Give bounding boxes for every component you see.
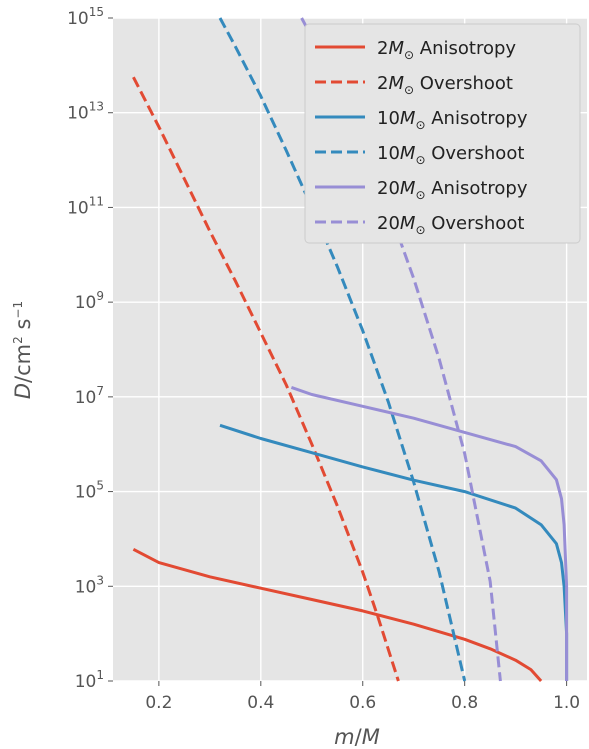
legend-label-M: M [400,143,416,164]
legend-label-mass: 2 [377,73,388,94]
legend-label-kind: Anisotropy [426,178,528,199]
series-line-3 [218,17,467,682]
y-tick-label-exponent: 15 [89,5,104,19]
y-axis-label-unit: /cm [11,344,35,383]
y-axis-label-exp2: 2 [11,336,25,344]
legend-label-4: 20M⊙ Anisotropy [377,178,528,202]
y-axis-label-exp-neg1: −1 [11,301,25,319]
y-tick-label-base: 10 [75,388,97,408]
legend-label-kind: Overshoot [414,73,513,94]
legend-label-kind: Anisotropy [414,38,516,59]
y-tick-label-base: 10 [75,577,97,597]
y-tick-label-base: 10 [67,9,89,29]
y-tick-label-exponent: 7 [96,384,104,398]
legend-label-1: 2M⊙ Overshoot [377,73,513,97]
x-axis-label-m: m [334,725,354,749]
x-tick-label: 0.2 [145,693,172,713]
legend-label-sun-symbol: ⊙ [415,118,425,132]
x-axis-label-slash: / [355,725,363,749]
legend-label-0: 2M⊙ Anisotropy [377,38,516,62]
legend-label-sun-symbol: ⊙ [404,83,414,97]
y-tick-label-exponent: 9 [96,289,104,303]
legend-label-M: M [388,38,404,59]
series-line-4 [290,385,569,681]
legend-label-sun-symbol: ⊙ [415,188,425,202]
y-tick-label: 105 [75,479,104,503]
y-tick-label-exponent: 1 [96,668,104,682]
x-axis-label: m/M [334,725,380,749]
legend-label-3: 10M⊙ Overshoot [377,143,524,167]
axis-ticks: 0.2 0.4 0.6 0.8 1.01011031051071091011101310… [67,5,580,713]
x-tick-label: 0.4 [247,693,274,713]
x-axis-label-M: M [362,725,380,749]
legend-label-M: M [388,73,404,94]
x-tick-label: 0.6 [349,693,376,713]
x-tick-label: 0.8 [451,693,478,713]
legend-label-mass: 10 [377,108,400,129]
legend-label-5: 20M⊙ Overshoot [377,213,524,237]
x-tick-label: 1.0 [553,693,580,713]
legend-label-mass: 2 [377,38,388,59]
y-tick-label: 1011 [67,194,104,218]
y-tick-label: 1013 [67,100,104,124]
legend-label-mass: 10 [377,143,400,164]
series-line-0 [132,547,543,683]
legend-box [304,23,581,244]
y-tick-label: 101 [75,668,104,692]
y-tick-label: 103 [75,573,104,597]
y-axis-label: D/cm2 s−1 [11,301,35,399]
legend-label-kind: Overshoot [426,213,525,234]
series-line-1 [132,76,400,682]
y-tick-label-exponent: 5 [96,479,104,493]
legend-label-mass: 20 [377,178,400,199]
legend-label-M: M [400,213,416,234]
legend-label-M: M [400,108,416,129]
y-tick-label-exponent: 13 [89,100,104,114]
y-tick-label: 1015 [67,5,104,29]
y-tick-label-exponent: 11 [89,194,104,208]
y-tick-label-base: 10 [75,672,97,692]
y-axis-label-s: s [11,319,35,337]
legend-label-2: 10M⊙ Anisotropy [377,108,528,132]
series-line-2 [219,423,569,681]
legend-label-sun-symbol: ⊙ [415,153,425,167]
y-axis-label-D: D [11,383,35,399]
legend-label-M: M [400,178,416,199]
y-tick-label-base: 10 [75,293,97,313]
y-tick-label: 109 [75,289,104,313]
legend-label-kind: Overshoot [426,143,525,164]
legend-label-sun-symbol: ⊙ [415,223,425,237]
y-tick-label-exponent: 3 [96,573,104,587]
legend-label-sun-symbol: ⊙ [404,48,414,62]
y-tick-label-base: 10 [75,483,97,503]
y-tick-label: 107 [75,384,104,408]
legend-label-mass: 20 [377,213,400,234]
y-tick-label-base: 10 [67,104,89,124]
legend-label-kind: Anisotropy [426,108,528,129]
y-tick-label-base: 10 [67,198,89,218]
